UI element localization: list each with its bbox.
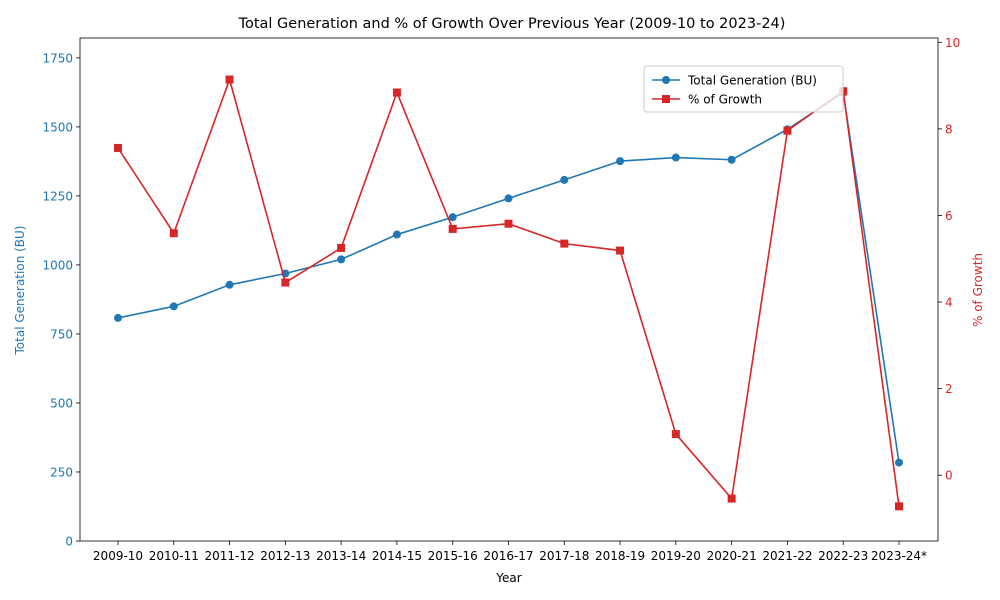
x-tick-label: 2015-16 [428,549,478,563]
generation-point [504,194,513,203]
growth-point [671,430,680,439]
x-tick-label: 2014-15 [372,549,422,563]
generation-point [225,280,234,289]
growth-point [392,88,401,97]
right-tick-label: 0 [945,469,953,483]
right-tick-label: 8 [945,122,953,136]
left-tick-label: 0 [65,535,73,549]
plot-area [79,37,939,542]
left-tick-label: 750 [50,327,73,341]
right-y-axis-title: % of Growth [971,253,985,327]
growth-point [783,126,792,135]
x-tick-label: 2017-18 [539,549,589,563]
generation-point [727,155,736,164]
legend-label-growth: % of Growth [688,93,762,107]
left-y-axis: 0 250 500 750 1000 1250 1500 1750 [42,51,80,549]
growth-point [281,278,290,287]
generation-point [560,175,569,184]
x-tick-label: 2023-24* [871,549,927,563]
x-tick-label: 2022-23 [818,549,868,563]
generation-point [169,302,178,311]
right-tick-label: 2 [945,382,953,396]
left-tick-label: 1750 [42,51,73,65]
generation-point [448,213,457,222]
right-y-axis: 0 2 4 6 8 10 [938,36,960,483]
x-axis-title: Year [495,571,521,585]
generation-point [392,230,401,239]
x-tick-label: 2013-14 [316,549,366,563]
legend-box [643,65,844,113]
right-tick-label: 10 [945,36,960,50]
growth-point [225,75,234,84]
left-y-axis-title: Total Generation (BU) [13,226,27,356]
left-tick-label: 1500 [42,120,73,134]
growth-point [169,229,178,238]
left-tick-label: 250 [50,465,73,479]
x-axis: 2009-10 2010-11 2011-12 2012-13 2013-14 2014-… [93,541,927,563]
chart-title: Total Generation and % of Growth Over Pr… [238,16,786,32]
x-tick-label: 2009-10 [93,549,143,563]
generation-point [895,458,903,467]
growth-point [114,143,122,152]
generation-point [671,153,680,162]
x-tick-label: 2020-21 [707,549,757,563]
right-tick-label: 4 [945,296,953,310]
x-tick-label: 2021-22 [762,549,812,563]
generation-point [114,313,122,322]
growth-point [560,239,569,248]
x-tick-label: 2019-20 [651,549,701,563]
generation-point [616,157,625,166]
legend-marker-total-generation [662,76,670,84]
left-tick-label: 500 [50,396,73,410]
x-tick-label: 2018-19 [595,549,645,563]
plot-frame [79,37,939,542]
x-tick-label: 2010-11 [149,549,199,563]
growth-point [504,219,513,228]
series-layer [114,75,903,511]
x-tick-label: 2012-13 [260,549,310,563]
generation-point [337,255,346,264]
legend: Total Generation (BU) % of Growth [643,65,844,113]
right-tick-label: 6 [945,209,953,223]
growth-point [616,246,625,255]
growth-point [337,243,346,252]
x-tick-label: 2016-17 [483,549,533,563]
growth-point [895,502,903,511]
x-tick-label: 2011-12 [205,549,255,563]
growth-point [727,494,736,503]
left-tick-label: 1000 [42,258,73,272]
left-tick-label: 1250 [42,189,73,203]
growth-point [448,224,457,233]
legend-marker-growth [662,95,670,103]
legend-label-total-generation: Total Generation (BU) [687,74,817,88]
